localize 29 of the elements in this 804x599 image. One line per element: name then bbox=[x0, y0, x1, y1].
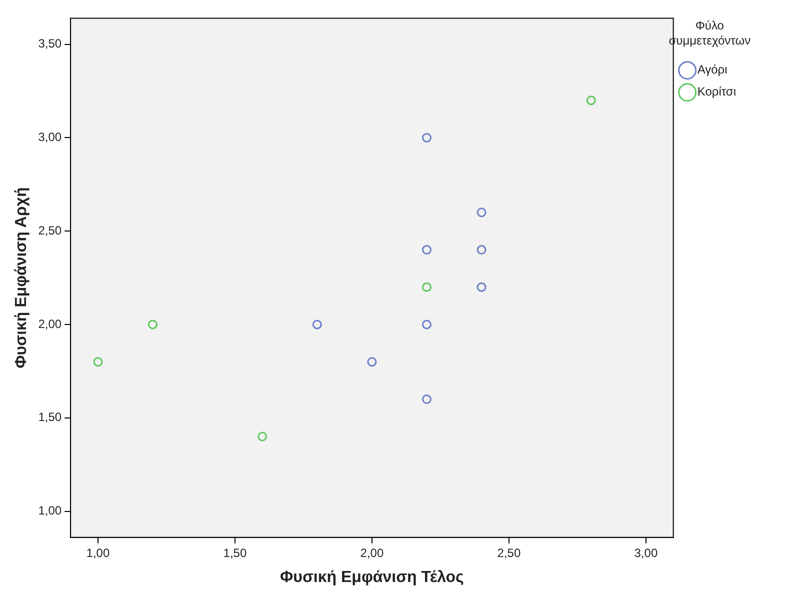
point bbox=[422, 132, 432, 142]
y-tick-label: 1,50 bbox=[38, 410, 62, 424]
point bbox=[422, 394, 432, 404]
x-tick-label: 2,50 bbox=[497, 546, 521, 560]
point bbox=[93, 357, 103, 367]
point bbox=[476, 245, 486, 255]
x-tick-label: 1,00 bbox=[86, 546, 110, 560]
legend-label: Αγόρι bbox=[697, 62, 728, 77]
y-axis-title: Φυσική Εμφάνιση Αρχή bbox=[13, 187, 30, 368]
y-tick-label: 2,00 bbox=[38, 316, 62, 331]
y-tick-label: 1,00 bbox=[38, 504, 62, 518]
point bbox=[586, 96, 596, 106]
x-tick-label: 3,00 bbox=[634, 546, 658, 560]
y-tick-label: 3,50 bbox=[38, 36, 62, 51]
point bbox=[148, 320, 158, 330]
point bbox=[422, 282, 432, 292]
point bbox=[258, 432, 268, 442]
point bbox=[476, 208, 486, 218]
point bbox=[422, 320, 432, 330]
point bbox=[312, 320, 322, 330]
y-tick-label: 3,00 bbox=[38, 130, 62, 144]
point bbox=[367, 357, 377, 367]
x-tick-label: 2,00 bbox=[360, 546, 384, 560]
x-axis-title: Φυσική Εμφάνιση Τέλος bbox=[280, 568, 464, 586]
point bbox=[422, 245, 432, 255]
point bbox=[476, 282, 486, 292]
legend-label: Κορίτσι bbox=[697, 84, 736, 99]
x-tick-label: 1,50 bbox=[223, 546, 247, 560]
y-tick-label: 2,50 bbox=[38, 223, 62, 238]
